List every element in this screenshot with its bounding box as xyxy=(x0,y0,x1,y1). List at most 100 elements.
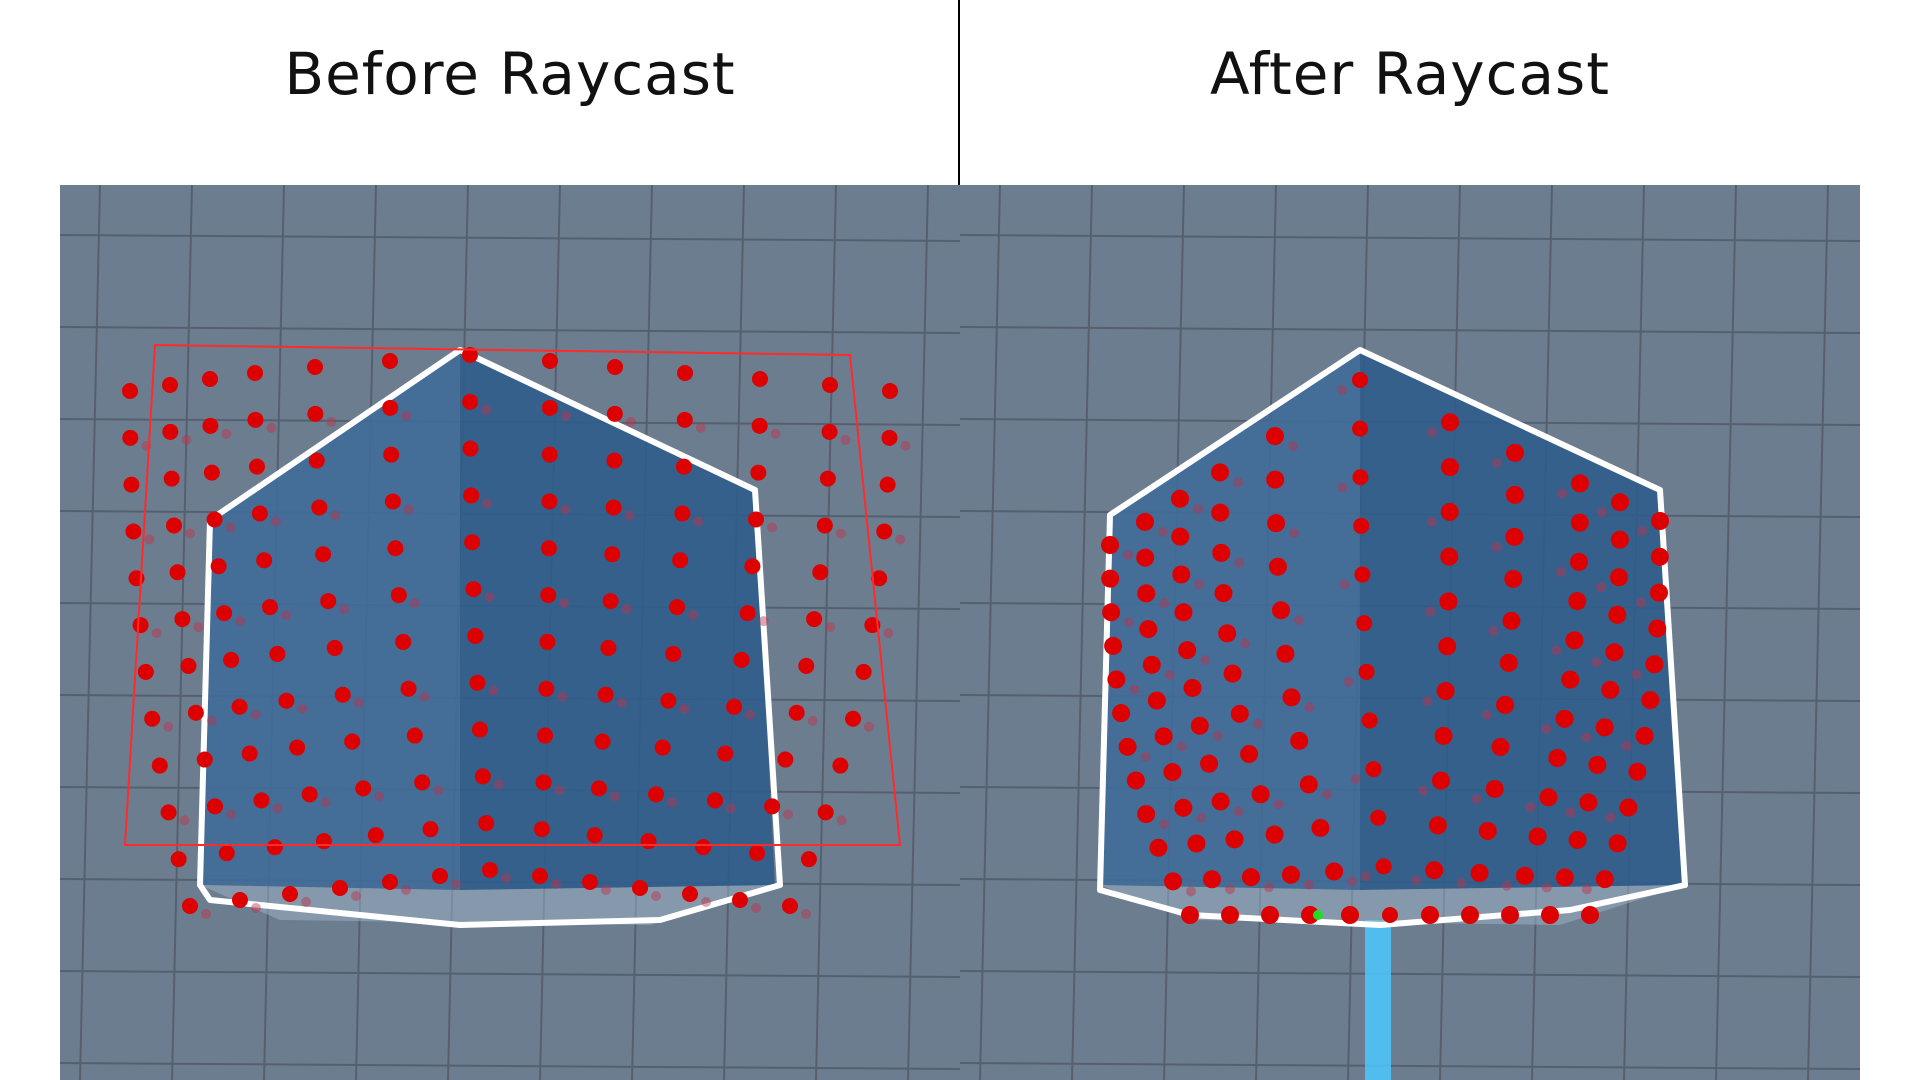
sample-point xyxy=(182,898,198,914)
sample-point xyxy=(1325,862,1344,881)
sample-point xyxy=(1261,906,1279,924)
sample-point xyxy=(162,423,179,440)
sample-point xyxy=(739,605,756,622)
sample-point xyxy=(706,792,723,809)
sample-point xyxy=(162,377,178,393)
grid-line xyxy=(171,185,193,1080)
sample-point xyxy=(1595,870,1614,889)
sample-point xyxy=(1126,771,1145,790)
interior-sample-point xyxy=(836,815,847,826)
sample-point xyxy=(541,399,558,416)
interior-sample-point xyxy=(883,628,894,639)
sample-point xyxy=(532,868,548,884)
interior-sample-point xyxy=(206,715,217,726)
sample-point xyxy=(382,874,398,890)
sample-point xyxy=(1218,624,1237,643)
interior-sample-point xyxy=(1596,582,1607,593)
sample-point xyxy=(462,347,478,363)
sample-point xyxy=(1136,548,1155,567)
sample-point xyxy=(540,540,557,557)
sample-point xyxy=(1241,868,1260,887)
sample-point xyxy=(876,523,893,540)
grid-line xyxy=(960,970,1860,978)
sample-point xyxy=(1505,527,1524,546)
sample-point xyxy=(1171,527,1190,546)
sample-point xyxy=(1137,805,1156,824)
sample-point xyxy=(541,446,558,463)
interior-sample-point xyxy=(609,791,620,802)
sample-point xyxy=(1149,838,1168,857)
interior-sample-point xyxy=(1597,507,1607,518)
sample-point xyxy=(1154,727,1173,746)
sample-point xyxy=(1651,512,1669,530)
sample-point xyxy=(1267,514,1286,533)
cube-outline xyxy=(197,347,783,928)
sample-point xyxy=(344,733,361,750)
sample-point xyxy=(282,886,298,902)
interior-sample-point xyxy=(1196,812,1207,823)
sample-point xyxy=(1118,737,1137,756)
sample-point xyxy=(1470,863,1489,882)
sample-point xyxy=(1502,611,1521,630)
sample-point xyxy=(332,880,348,896)
sample-point xyxy=(1251,785,1270,804)
sample-point xyxy=(1436,682,1455,701)
sample-point xyxy=(355,780,372,797)
interior-sample-point xyxy=(551,879,561,889)
interior-sample-point xyxy=(1417,785,1428,796)
interior-sample-point xyxy=(1212,730,1223,741)
sample-point xyxy=(1611,493,1629,512)
interior-sample-point xyxy=(330,510,341,521)
interior-sample-point xyxy=(272,803,283,814)
interior-sample-point xyxy=(1337,385,1347,395)
interior-sample-point xyxy=(1158,526,1168,537)
sample-point xyxy=(590,780,607,797)
sample-point xyxy=(1212,543,1231,562)
interior-sample-point xyxy=(353,697,364,708)
sample-point xyxy=(1370,809,1387,826)
interior-sample-point xyxy=(193,622,204,633)
interior-sample-point xyxy=(1289,528,1300,539)
interior-sample-point xyxy=(766,522,777,533)
sample-point xyxy=(602,593,619,610)
sample-point xyxy=(1595,718,1614,737)
sample-point xyxy=(241,745,258,762)
sample-point xyxy=(1539,788,1558,807)
interior-sample-point xyxy=(825,622,836,633)
sample-point xyxy=(1301,906,1319,924)
sample-point xyxy=(1588,755,1607,774)
sample-point xyxy=(462,440,479,457)
interior-sample-point xyxy=(1123,550,1133,560)
interior-sample-point xyxy=(401,885,411,895)
sample-points-unprojected xyxy=(122,347,911,919)
interior-sample-point xyxy=(1491,541,1502,552)
sample-point xyxy=(1311,818,1330,837)
interior-sample-point xyxy=(1605,812,1616,823)
interior-sample-point xyxy=(433,785,444,796)
sample-point xyxy=(665,645,682,662)
before-raycast-viewport xyxy=(60,185,960,1080)
interior-sample-point xyxy=(1337,482,1348,493)
interior-sample-point xyxy=(374,791,385,802)
grid-line xyxy=(79,185,101,1080)
sample-point xyxy=(308,452,325,469)
interior-sample-point xyxy=(679,703,690,714)
sample-point xyxy=(1211,503,1230,522)
sample-point xyxy=(1271,601,1290,620)
sample-point xyxy=(1101,569,1120,588)
sample-point xyxy=(315,546,332,563)
sample-point xyxy=(1561,670,1580,689)
sample-point xyxy=(747,511,764,528)
sample-point xyxy=(1641,691,1660,710)
sample-point xyxy=(206,511,223,528)
sample-point xyxy=(669,599,686,616)
sample-point xyxy=(1112,704,1131,723)
sample-point xyxy=(1570,552,1589,571)
sample-point xyxy=(422,821,439,838)
sample-point xyxy=(1174,603,1193,622)
sample-point xyxy=(1276,644,1295,663)
sample-point xyxy=(881,429,898,446)
sample-point xyxy=(538,680,555,697)
grid-line xyxy=(1715,185,1737,1080)
interior-sample-point xyxy=(1565,807,1576,818)
